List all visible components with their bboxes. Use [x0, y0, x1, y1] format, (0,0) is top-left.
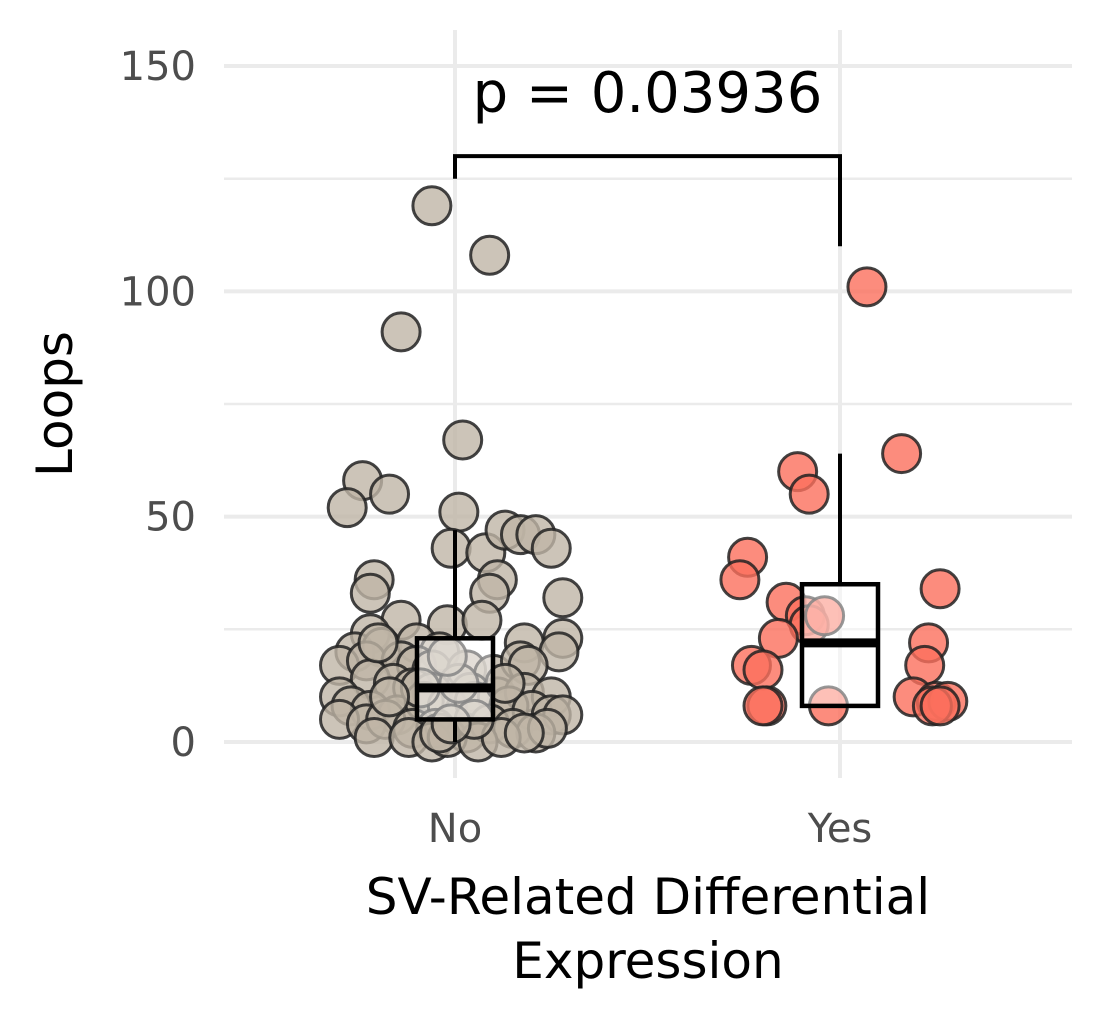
y-tick-label: 100	[120, 269, 196, 315]
y-axis-title: Loops	[26, 331, 84, 477]
x-tick-label-no: No	[428, 806, 482, 852]
y-tick-label: 150	[120, 44, 196, 90]
data-point-no	[503, 712, 545, 754]
y-tick-labels: 0 50 100 150	[120, 44, 196, 766]
data-point-yes	[881, 433, 923, 475]
x-axis-title-line-2: Expression	[512, 932, 783, 990]
data-point-yes	[788, 473, 830, 515]
data-point-no	[380, 311, 422, 353]
p-value-annotation: p = 0.03936	[473, 61, 823, 126]
data-point-no	[430, 703, 472, 745]
data-point-yes	[804, 595, 846, 637]
significance-bracket	[453, 154, 842, 247]
bracket-line	[453, 154, 842, 247]
data-point-no	[369, 676, 411, 718]
data-point-yes	[846, 266, 888, 308]
data-point-no	[484, 662, 526, 704]
data-point-no	[349, 572, 391, 614]
data-point-yes	[742, 649, 784, 691]
data-point-no	[530, 527, 572, 569]
data-point-no	[353, 716, 395, 758]
data-point-no	[411, 185, 453, 227]
data-point-yes	[719, 559, 761, 601]
points-layer	[319, 185, 969, 763]
y-tick-label: 0	[171, 720, 196, 766]
data-point-no	[542, 577, 584, 619]
data-point-yes	[742, 685, 784, 727]
data-point-yes	[919, 568, 961, 610]
data-point-no	[369, 473, 411, 515]
data-point-no	[461, 599, 503, 641]
x-tick-labels: No Yes	[428, 806, 872, 852]
boxplots-layer	[414, 453, 881, 742]
data-point-no	[430, 527, 472, 569]
data-point-no	[438, 491, 480, 533]
data-point-no	[442, 419, 484, 461]
data-point-yes	[919, 685, 961, 727]
x-axis-title-line-1: SV-Related Differential	[366, 868, 930, 926]
data-point-no	[469, 234, 511, 276]
box-no	[414, 636, 496, 722]
y-tick-label: 50	[145, 495, 196, 541]
data-point-no	[326, 487, 368, 529]
x-tick-label-yes: Yes	[807, 806, 873, 852]
data-point-no	[357, 622, 399, 664]
